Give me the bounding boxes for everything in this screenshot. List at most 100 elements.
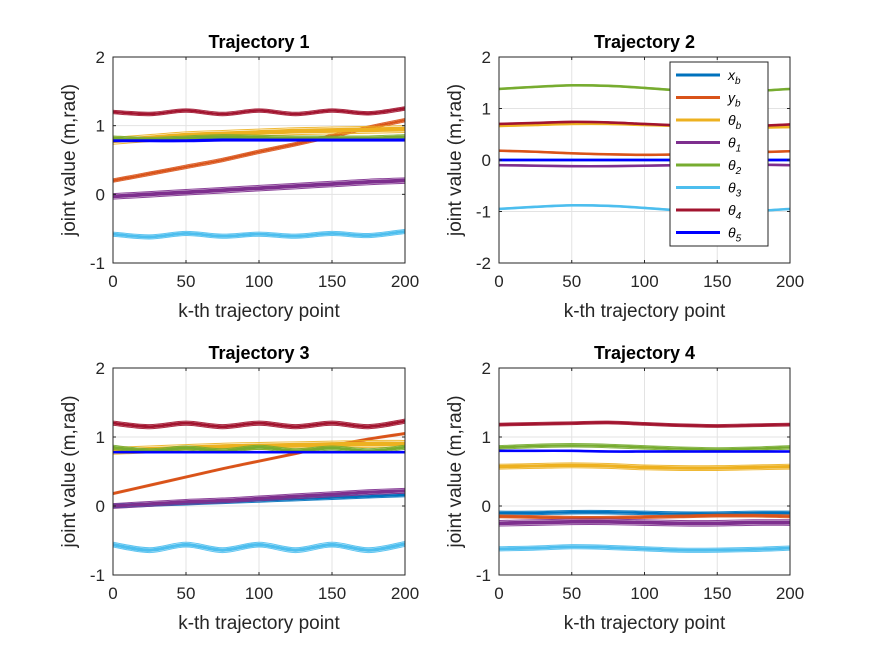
series-line <box>113 135 405 141</box>
series-line <box>113 109 405 117</box>
x-tick-label: 200 <box>776 584 804 603</box>
subplot-title: Trajectory 3 <box>208 343 309 363</box>
y-tick-label: -1 <box>90 254 105 273</box>
series-line <box>113 489 405 508</box>
y-tick-label: -1 <box>476 203 491 222</box>
series-line <box>113 419 405 429</box>
series-line <box>499 451 790 453</box>
series-line <box>113 125 405 138</box>
series-line <box>113 134 405 138</box>
series-line <box>113 232 405 240</box>
x-tick-label: 0 <box>108 272 117 291</box>
y-tick-label: 2 <box>96 48 105 67</box>
x-tick-label: 150 <box>703 272 731 291</box>
series-line <box>499 524 790 527</box>
legend-label: θ4 <box>728 202 742 222</box>
legend-box <box>669 61 769 247</box>
x-axis-label: k-th trajectory point <box>178 613 340 634</box>
subplot-title: Trajectory 1 <box>208 32 309 52</box>
legend-label: θ5 <box>728 225 742 245</box>
y-tick-label: 0 <box>482 151 491 170</box>
y-tick-label: 1 <box>482 428 491 447</box>
series-line <box>499 463 790 470</box>
x-tick-label: 100 <box>245 584 273 603</box>
x-axis-label: k-th trajectory point <box>564 613 726 634</box>
legend-label: θ2 <box>728 157 742 177</box>
x-tick-label: 200 <box>391 272 419 291</box>
series-line <box>499 467 790 472</box>
series-line <box>113 229 405 239</box>
y-axis-label: joint value (m,rad) <box>59 395 80 548</box>
x-tick-label: 0 <box>108 584 117 603</box>
series-line <box>113 106 405 113</box>
x-tick-label: 150 <box>703 584 731 603</box>
y-tick-label: 1 <box>96 428 105 447</box>
y-axis-label: joint value (m,rad) <box>445 84 466 237</box>
x-tick-label: 50 <box>177 272 196 291</box>
y-tick-label: 1 <box>96 117 105 136</box>
series-line <box>499 509 790 513</box>
legend-label: θ1 <box>728 135 741 155</box>
series-line <box>113 422 405 430</box>
series-line <box>499 421 790 428</box>
series-line <box>499 518 790 522</box>
y-tick-label: 0 <box>482 497 491 516</box>
x-tick-label: 0 <box>494 584 503 603</box>
series-line <box>113 542 405 552</box>
y-tick-label: -1 <box>90 566 105 585</box>
series-line <box>499 449 790 453</box>
series-line <box>113 487 405 505</box>
series-group <box>113 106 405 240</box>
subplot-title: Trajectory 4 <box>594 343 695 363</box>
legend-label: xb <box>727 67 741 87</box>
series-line <box>113 444 405 450</box>
series-line <box>499 514 790 519</box>
subplot-title: Trajectory 2 <box>594 32 695 52</box>
legend-label: yb <box>727 90 741 110</box>
series-line <box>113 140 405 143</box>
legend-label: θ3 <box>728 180 742 200</box>
y-axis-label: joint value (m,rad) <box>59 84 80 237</box>
series-line <box>499 513 790 517</box>
x-tick-label: 0 <box>494 272 503 291</box>
y-tick-label: -2 <box>476 254 491 273</box>
series-line <box>113 107 405 116</box>
series-line <box>499 545 790 552</box>
series-line <box>499 544 790 549</box>
series-line <box>113 178 405 199</box>
series-line <box>113 182 405 200</box>
y-tick-label: 0 <box>96 185 105 204</box>
x-axis-label: k-th trajectory point <box>564 301 726 322</box>
series-line <box>113 545 405 554</box>
y-axis-label: joint value (m,rad) <box>445 395 466 548</box>
y-tick-label: -1 <box>476 566 491 585</box>
subplot-2: 0 50 100 150 200 -2 -1 0 1 2 Trajectory 2 k-th traj… <box>445 32 804 322</box>
x-tick-label: 150 <box>318 584 346 603</box>
series-line <box>113 418 405 426</box>
series-group <box>499 420 790 553</box>
series-line <box>499 444 790 451</box>
y-tick-label: 1 <box>482 100 491 119</box>
x-tick-label: 100 <box>245 272 273 291</box>
series-line <box>499 519 790 526</box>
x-tick-label: 50 <box>177 584 196 603</box>
series-line <box>499 420 790 426</box>
y-tick-label: 2 <box>482 359 491 378</box>
x-tick-label: 200 <box>776 272 804 291</box>
series-line <box>113 138 405 142</box>
series-line <box>499 462 790 467</box>
x-tick-label: 150 <box>318 272 346 291</box>
x-tick-label: 200 <box>391 584 419 603</box>
series-line <box>499 510 790 515</box>
x-tick-label: 50 <box>562 272 581 291</box>
y-tick-label: 0 <box>96 497 105 516</box>
legend-label: θb <box>728 112 742 132</box>
series-line <box>113 228 405 236</box>
series-line <box>499 443 790 449</box>
series-line <box>113 445 405 453</box>
